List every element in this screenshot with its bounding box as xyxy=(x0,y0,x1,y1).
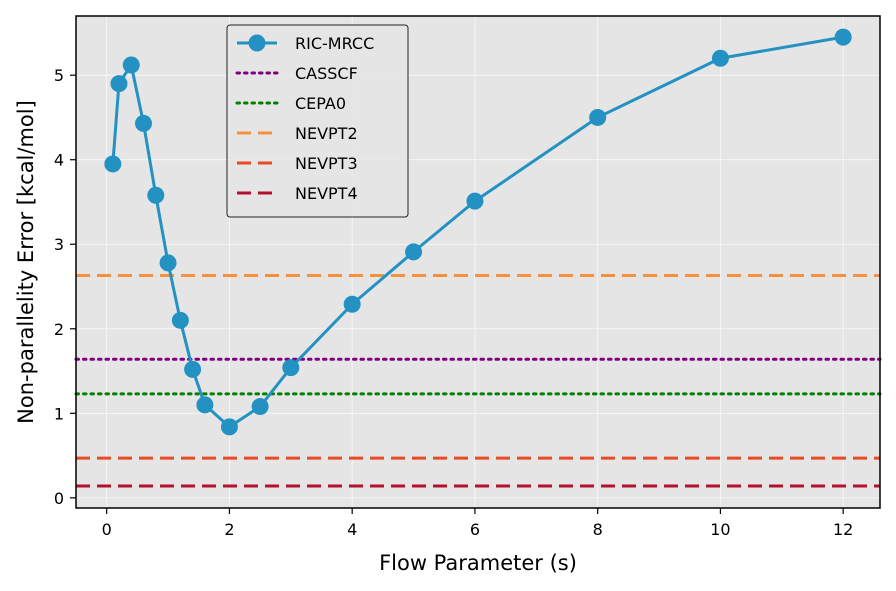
x-tick-label: 8 xyxy=(593,520,603,539)
data-point xyxy=(171,311,189,329)
y-tick-label: 3 xyxy=(54,235,64,254)
legend-box xyxy=(226,24,409,218)
reference-lines xyxy=(74,274,882,488)
series-line-ric-mrcc xyxy=(111,35,844,429)
data-point xyxy=(122,56,140,74)
plot-frame xyxy=(75,15,881,509)
data-point xyxy=(184,360,202,378)
x-tick-label: 12 xyxy=(833,520,853,539)
data-series xyxy=(104,28,852,436)
x-tick-label: 0 xyxy=(102,520,112,539)
y-tick-label: 2 xyxy=(54,320,64,339)
legend-label: NEVPT3 xyxy=(295,154,358,173)
data-point xyxy=(343,295,361,313)
data-point xyxy=(589,108,607,126)
data-point xyxy=(159,254,177,272)
data-point xyxy=(251,398,269,416)
y-tick-label: 4 xyxy=(54,151,64,170)
legend: RIC-MRCC CASSCF CEPA0 NEVPT2 NEVPT3 NEVPT4 xyxy=(226,24,409,218)
data-point xyxy=(220,418,238,436)
legend-label: NEVPT4 xyxy=(295,184,358,203)
x-axis-label: Flow Parameter (s) xyxy=(379,551,577,575)
data-point xyxy=(282,359,300,377)
legend-label: NEVPT2 xyxy=(295,124,358,143)
data-point xyxy=(405,243,423,261)
data-point xyxy=(110,75,128,93)
legend-label: RIC-MRCC xyxy=(295,34,374,53)
data-point xyxy=(196,396,214,414)
data-point xyxy=(147,186,165,204)
data-point xyxy=(135,114,153,132)
x-tick-label: 4 xyxy=(347,520,357,539)
grid xyxy=(76,16,880,508)
legend-marker xyxy=(248,34,266,52)
plot-background xyxy=(76,16,880,508)
y-tick-label: 5 xyxy=(54,66,64,85)
y-tick-label: 0 xyxy=(54,489,64,508)
x-tick-label: 2 xyxy=(224,520,234,539)
y-axis-label: Non-parallelity Error [kcal/mol] xyxy=(14,100,38,424)
legend-label: CEPA0 xyxy=(295,94,346,113)
data-point xyxy=(466,192,484,210)
data-point xyxy=(104,155,122,173)
y-tick-label: 1 xyxy=(54,404,64,423)
x-tick-label: 6 xyxy=(470,520,480,539)
data-point xyxy=(834,28,852,46)
data-point xyxy=(711,49,729,67)
x-tick-label: 10 xyxy=(710,520,730,539)
legend-label: CASSCF xyxy=(295,64,358,83)
